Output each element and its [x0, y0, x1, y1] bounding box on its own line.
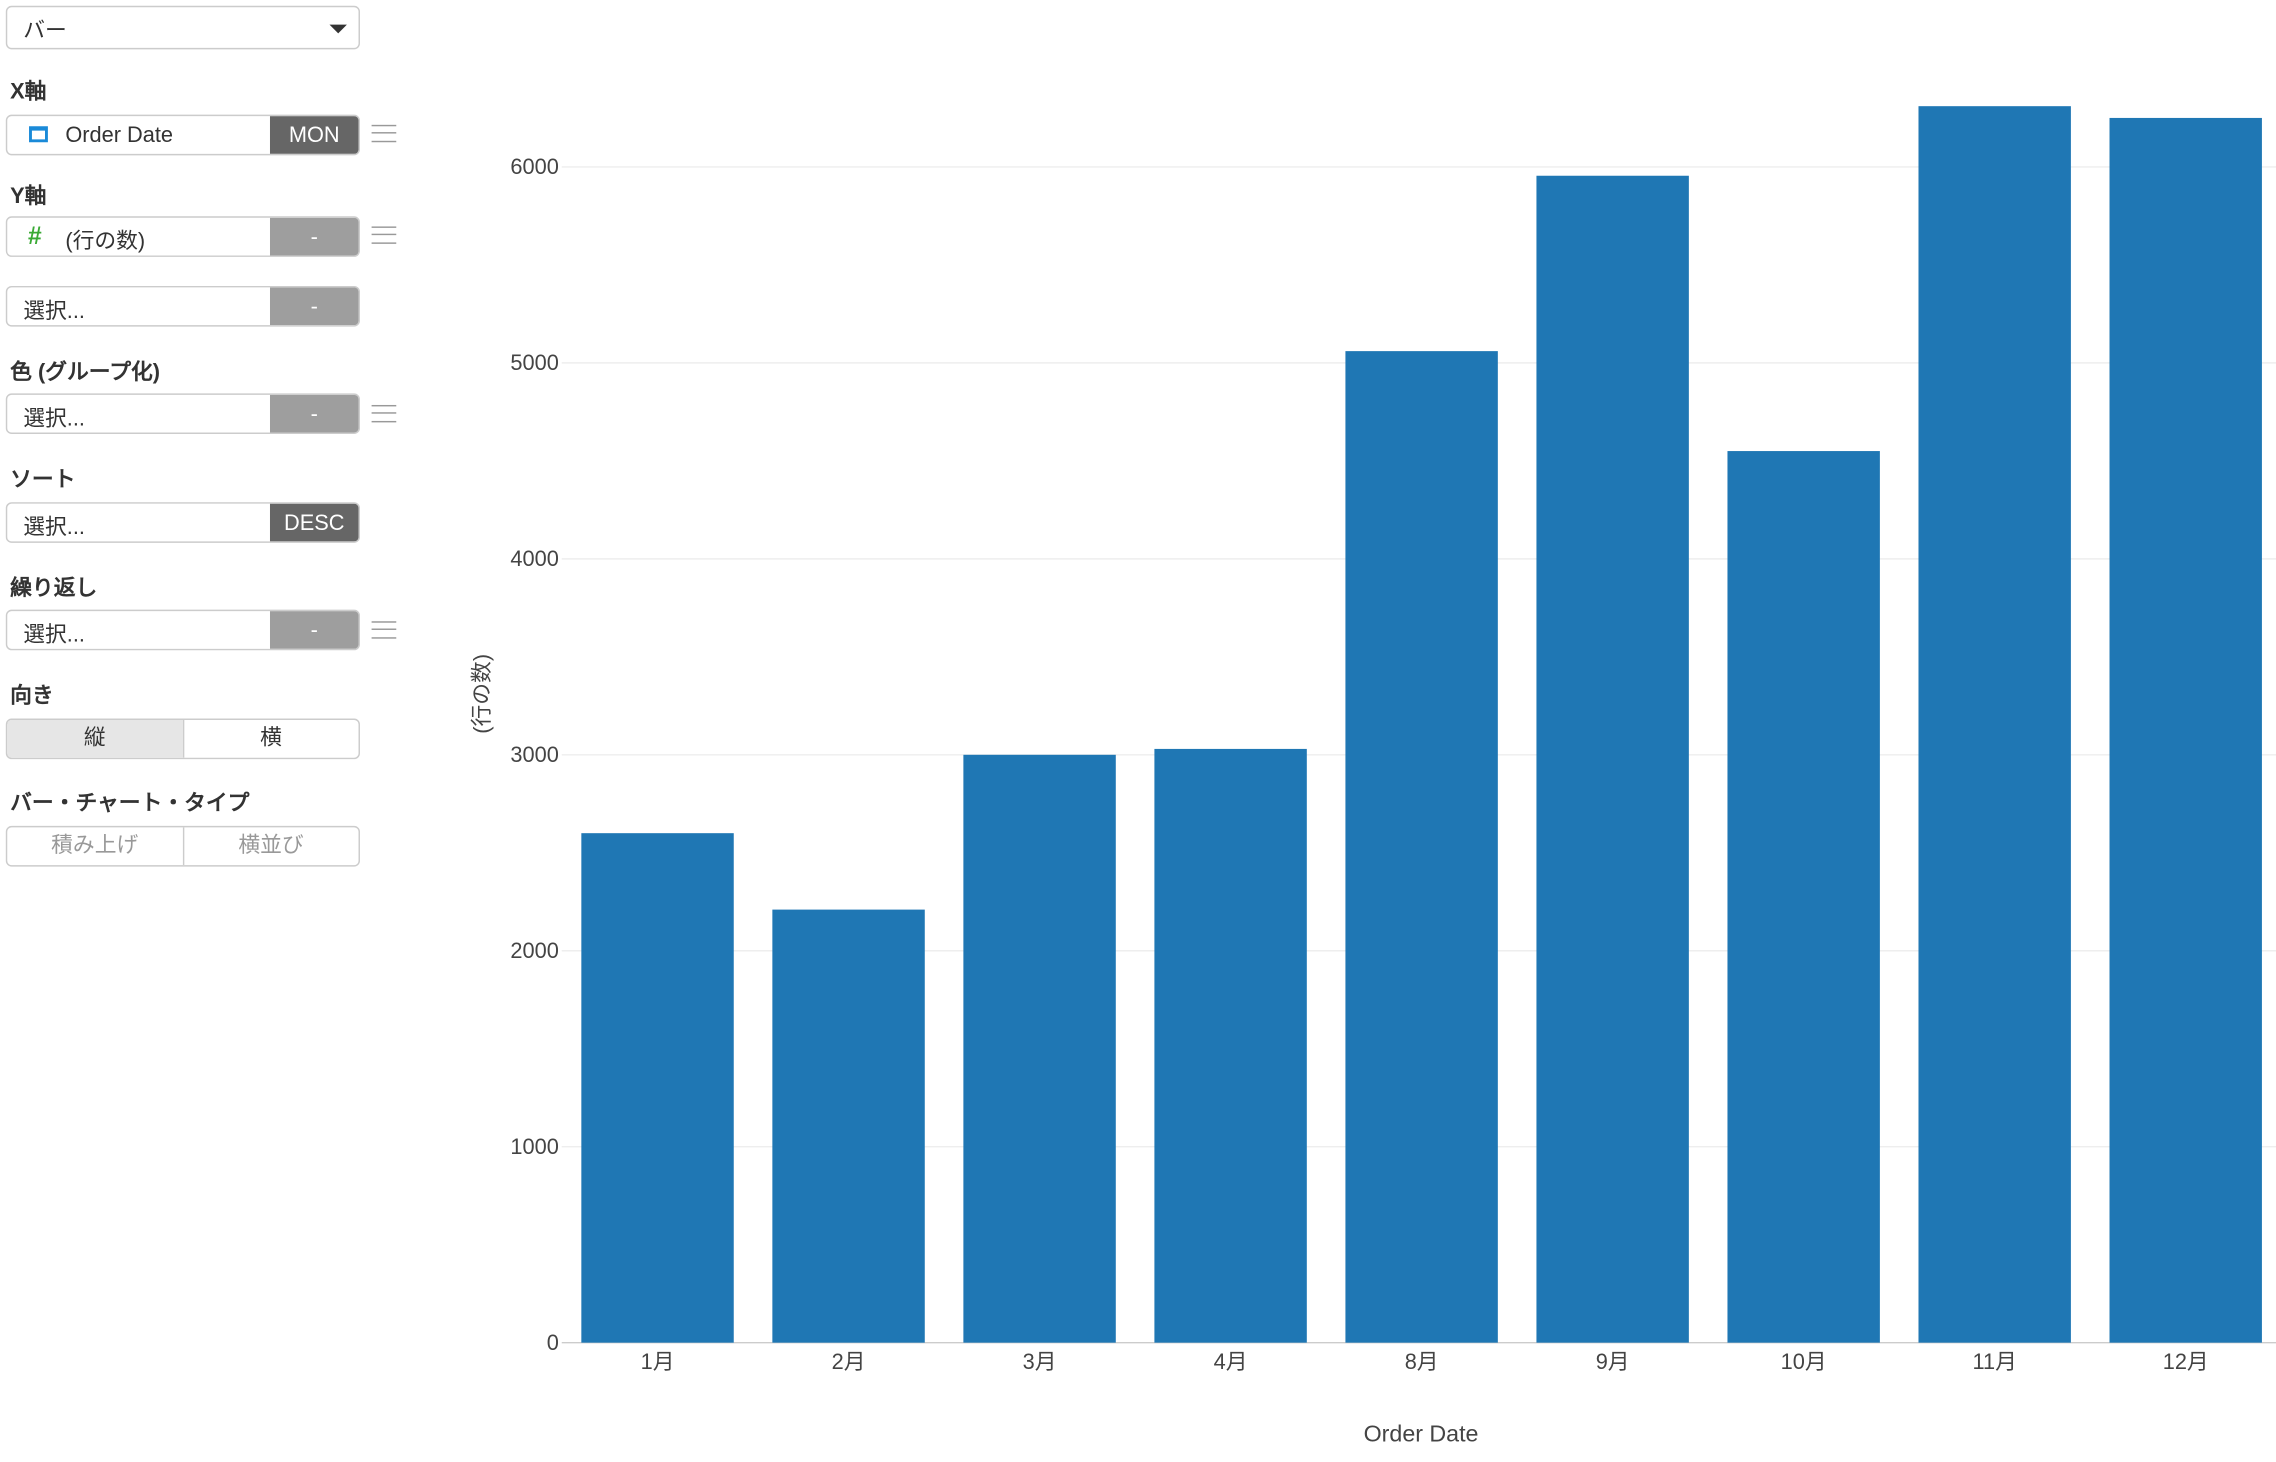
- sort-order-button[interactable]: DESC: [269, 503, 359, 542]
- bar-type-toggle: 積み上げ 横並び: [5, 825, 360, 867]
- repeat-placeholder: 選択...: [23, 622, 85, 648]
- bar-type-stacked-button[interactable]: 積み上げ: [51, 833, 139, 858]
- y-tick-label: 3000: [510, 742, 558, 767]
- caret-down-icon: [329, 24, 347, 34]
- x-axis-title: Order Date: [1364, 1420, 1479, 1446]
- bar: [1345, 351, 1498, 1343]
- bar: [772, 909, 925, 1343]
- y-axis-menu-icon[interactable]: [371, 226, 397, 244]
- y-axis-title: (行の数): [469, 654, 494, 734]
- color-label: 色 (グループ化): [10, 359, 161, 385]
- repeat-agg-button[interactable]: -: [269, 611, 359, 649]
- y-tick-label: 6000: [510, 154, 558, 179]
- y-tick-label: 2000: [510, 938, 558, 963]
- x-tick-label: 2月: [832, 1349, 866, 1374]
- color-placeholder: 選択...: [23, 406, 85, 432]
- x-tick-label: 4月: [1214, 1349, 1248, 1374]
- x-axis-label: X軸: [10, 79, 47, 105]
- sort-field[interactable]: 選択... DESC: [5, 502, 360, 543]
- y-axis-agg-button[interactable]: -: [269, 217, 359, 256]
- bar: [1918, 106, 2071, 1343]
- x-axis-menu-icon[interactable]: [371, 124, 397, 143]
- y-axis-field[interactable]: # (行の数) -: [5, 216, 360, 257]
- y-tick-label: 4000: [510, 546, 558, 571]
- x-tick-label: 10月: [1781, 1349, 1827, 1374]
- bar: [2109, 117, 2262, 1343]
- x-tick-label: 9月: [1596, 1349, 1630, 1374]
- color-agg-button[interactable]: -: [269, 394, 359, 433]
- x-tick-label: 3月: [1023, 1349, 1057, 1374]
- orientation-horizontal-button[interactable]: 横: [182, 719, 358, 758]
- x-axis-unit-button[interactable]: MON: [269, 116, 359, 154]
- orientation-vertical-button[interactable]: 縦: [7, 719, 183, 758]
- repeat-menu-icon[interactable]: [371, 621, 397, 639]
- x-tick-label: 12月: [2163, 1349, 2209, 1374]
- y-axis-second-agg-button[interactable]: -: [269, 287, 359, 326]
- repeat-label: 繰り返し: [10, 576, 98, 601]
- bar: [1154, 748, 1307, 1343]
- chart-type-value: バー: [23, 18, 67, 44]
- x-axis-field-name: Order Date: [65, 123, 174, 149]
- sort-placeholder: 選択...: [23, 515, 85, 540]
- orientation-toggle: 縦 横: [5, 718, 360, 760]
- repeat-field[interactable]: 選択... -: [5, 609, 360, 651]
- x-axis-field[interactable]: Order Date MON: [5, 114, 360, 156]
- hash-icon: #: [27, 222, 42, 250]
- color-field[interactable]: 選択... -: [5, 393, 360, 435]
- y-axis-second-placeholder: 選択...: [23, 299, 85, 324]
- calendar-icon: [29, 126, 48, 143]
- y-tick-label: 0: [547, 1330, 559, 1355]
- bar: [1727, 451, 1880, 1343]
- bar: [1536, 175, 1689, 1343]
- bar: [581, 833, 734, 1343]
- x-tick-label: 8月: [1405, 1349, 1439, 1374]
- bar: [963, 754, 1116, 1343]
- y-tick-label: 1000: [510, 1134, 558, 1159]
- y-axis-label: Y軸: [10, 184, 47, 210]
- color-menu-icon[interactable]: [371, 404, 397, 423]
- x-tick-label: 11月: [1973, 1349, 2017, 1374]
- orientation-label: 向き: [10, 683, 54, 709]
- sort-label: ソート: [10, 467, 76, 493]
- y-axis-second-field[interactable]: 選択... -: [5, 285, 360, 327]
- bar-type-label: バー・チャート・タイプ: [10, 791, 250, 816]
- y-tick-label: 5000: [510, 350, 558, 375]
- chart-type-dropdown[interactable]: バー: [5, 5, 360, 50]
- bar-type-grouped-button[interactable]: 横並び: [182, 827, 358, 866]
- x-tick-label: 1月: [641, 1349, 675, 1374]
- y-axis-field-name: (行の数): [65, 229, 146, 255]
